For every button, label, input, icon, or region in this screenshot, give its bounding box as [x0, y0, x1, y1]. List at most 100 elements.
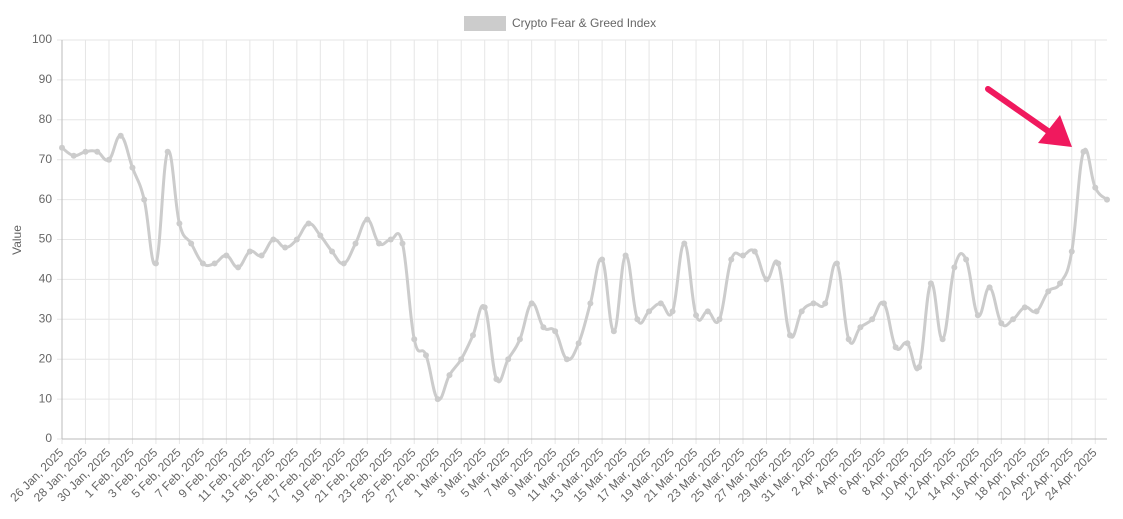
data-point [904, 340, 911, 347]
data-point [364, 216, 371, 223]
arrow-shaft [985, 86, 1051, 134]
data-point [740, 252, 747, 259]
data-point [1068, 248, 1075, 255]
data-point [681, 240, 688, 247]
data-point [963, 256, 970, 263]
data-point [516, 336, 523, 343]
data-point [199, 260, 206, 267]
data-point [340, 260, 347, 267]
data-point [646, 308, 653, 315]
arrow-annotation [985, 86, 1072, 147]
data-point [223, 252, 230, 259]
data-point [786, 332, 793, 339]
data-point [469, 332, 476, 339]
data-point [822, 300, 829, 307]
data-point [986, 284, 993, 291]
data-point [880, 300, 887, 307]
data-point [1045, 288, 1052, 295]
data-point [352, 240, 359, 247]
data-point [399, 240, 406, 247]
data-point [622, 252, 629, 259]
data-point [869, 316, 876, 323]
data-point [176, 220, 183, 227]
data-point [129, 164, 136, 171]
data-point [82, 148, 89, 155]
y-tick-label: 50 [39, 232, 53, 246]
data-point [1080, 148, 1087, 155]
data-point [94, 148, 101, 155]
data-point [117, 132, 124, 139]
data-point [563, 356, 570, 363]
data-point [833, 260, 840, 267]
data-point [599, 256, 606, 263]
data-point [951, 264, 958, 271]
y-tick-label: 10 [39, 391, 53, 405]
y-tick-label: 70 [39, 152, 53, 166]
data-point [446, 372, 453, 379]
data-point [152, 260, 159, 267]
legend-label: Crypto Fear & Greed Index [512, 16, 656, 30]
legend-swatch [464, 16, 506, 31]
data-point [70, 152, 77, 159]
data-point [610, 328, 617, 335]
data-point [728, 256, 735, 263]
data-point [927, 280, 934, 287]
data-point [305, 220, 312, 227]
data-point [1010, 316, 1017, 323]
data-point [329, 248, 336, 255]
y-tick-label: 30 [39, 311, 53, 325]
data-point [246, 248, 253, 255]
data-point [751, 248, 758, 255]
data-point [704, 308, 711, 315]
data-point [763, 276, 770, 283]
data-point [587, 300, 594, 307]
data-point [528, 300, 535, 307]
y-tick-label: 100 [32, 32, 52, 46]
data-point [540, 324, 547, 331]
data-point [775, 260, 782, 267]
data-point [857, 324, 864, 331]
data-point [634, 316, 641, 323]
data-point [387, 236, 394, 243]
data-point [293, 236, 300, 243]
data-point [716, 316, 723, 323]
data-point [434, 396, 441, 403]
data-point [493, 376, 500, 383]
y-tick-label: 20 [39, 351, 53, 365]
y-tick-label: 60 [39, 192, 53, 206]
y-tick-label: 90 [39, 72, 53, 86]
data-point [657, 300, 664, 307]
data-point [411, 336, 418, 343]
data-point [458, 356, 465, 363]
data-point [211, 260, 218, 267]
data-point [1092, 184, 1099, 191]
data-point [916, 364, 923, 371]
data-point [59, 144, 65, 151]
y-tick-label: 40 [39, 272, 53, 286]
data-point [998, 320, 1005, 327]
y-axis-label: Value [10, 225, 24, 255]
data-point [258, 252, 265, 259]
data-point [270, 236, 277, 243]
data-point [1104, 196, 1110, 203]
data-point [552, 328, 559, 335]
data-point [575, 340, 582, 347]
data-point [105, 156, 112, 163]
series-line [61, 134, 1109, 402]
data-point [282, 244, 289, 251]
data-point [235, 264, 242, 271]
data-point [1033, 308, 1040, 315]
y-tick-label: 80 [39, 112, 53, 126]
data-point [1021, 304, 1028, 311]
data-point [317, 232, 324, 239]
data-point [974, 312, 981, 319]
data-point [481, 304, 488, 311]
plot [59, 132, 1110, 403]
data-point [422, 352, 429, 359]
arrow-head [1038, 115, 1072, 147]
data-point [693, 312, 700, 319]
data-point [810, 300, 817, 307]
data-point [376, 240, 383, 247]
